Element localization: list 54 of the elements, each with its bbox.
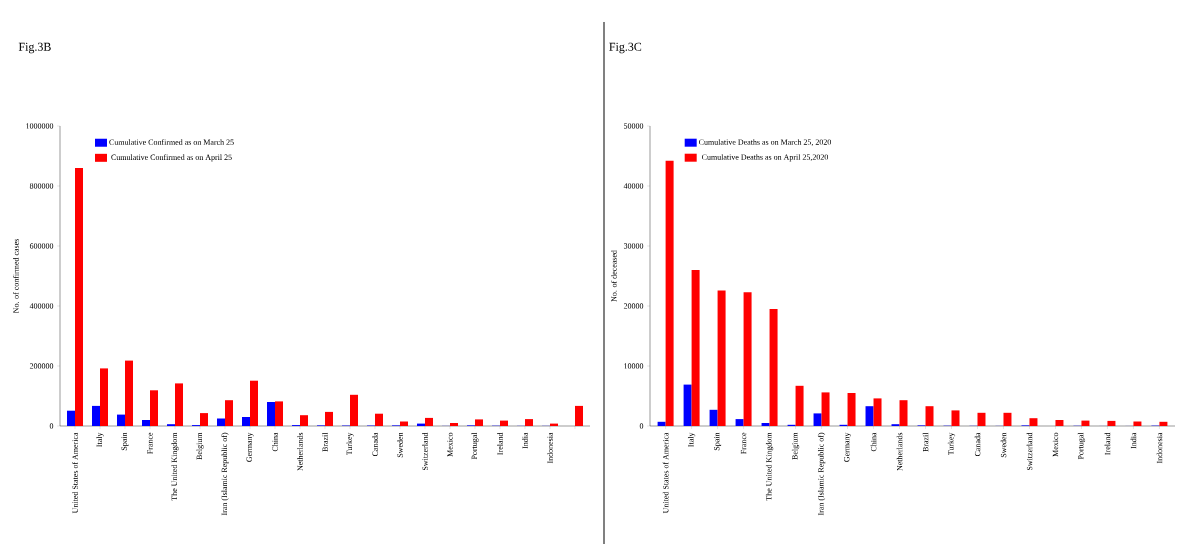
bar bbox=[100, 368, 108, 426]
bar bbox=[795, 385, 804, 426]
bar bbox=[225, 400, 233, 426]
bar bbox=[977, 412, 986, 426]
bar bbox=[125, 360, 133, 426]
bar bbox=[150, 390, 158, 426]
bar bbox=[821, 392, 830, 426]
bar bbox=[242, 417, 250, 426]
bar bbox=[709, 409, 718, 426]
chart-title: Fig.3B bbox=[18, 42, 51, 54]
bar bbox=[300, 415, 308, 426]
bar bbox=[691, 270, 700, 426]
bar bbox=[117, 414, 125, 426]
bar bbox=[250, 380, 258, 426]
bar bbox=[475, 419, 483, 426]
bar bbox=[200, 413, 208, 426]
bar bbox=[350, 394, 358, 426]
bar bbox=[683, 384, 692, 426]
chart-title: Fig.3C bbox=[609, 42, 642, 54]
bar bbox=[873, 398, 882, 426]
bar bbox=[665, 160, 674, 426]
bar bbox=[267, 402, 275, 426]
bar bbox=[217, 418, 225, 426]
bar bbox=[425, 417, 433, 426]
bar bbox=[92, 405, 100, 426]
bar bbox=[1055, 420, 1064, 426]
bar bbox=[951, 410, 960, 426]
bar bbox=[75, 168, 83, 426]
bar bbox=[1081, 420, 1090, 426]
bar bbox=[575, 405, 584, 426]
bar bbox=[925, 406, 934, 426]
bar bbox=[1107, 420, 1116, 426]
bar bbox=[743, 292, 752, 426]
bar bbox=[375, 413, 383, 426]
bar bbox=[865, 406, 874, 426]
bar bbox=[67, 410, 75, 426]
bar bbox=[899, 400, 908, 426]
bar bbox=[717, 290, 726, 426]
bar bbox=[1003, 412, 1012, 426]
bar bbox=[769, 309, 778, 426]
bar bbox=[1029, 418, 1038, 426]
bar bbox=[175, 383, 183, 426]
bar bbox=[813, 413, 822, 426]
bar bbox=[142, 420, 150, 426]
bar bbox=[1159, 421, 1168, 426]
bar bbox=[525, 419, 534, 426]
bar bbox=[275, 401, 283, 426]
bar bbox=[847, 393, 856, 426]
bar bbox=[761, 423, 770, 426]
bar bbox=[735, 419, 744, 426]
bar bbox=[500, 420, 508, 426]
bar bbox=[325, 411, 333, 426]
bar bbox=[450, 423, 458, 426]
bar bbox=[657, 421, 666, 426]
